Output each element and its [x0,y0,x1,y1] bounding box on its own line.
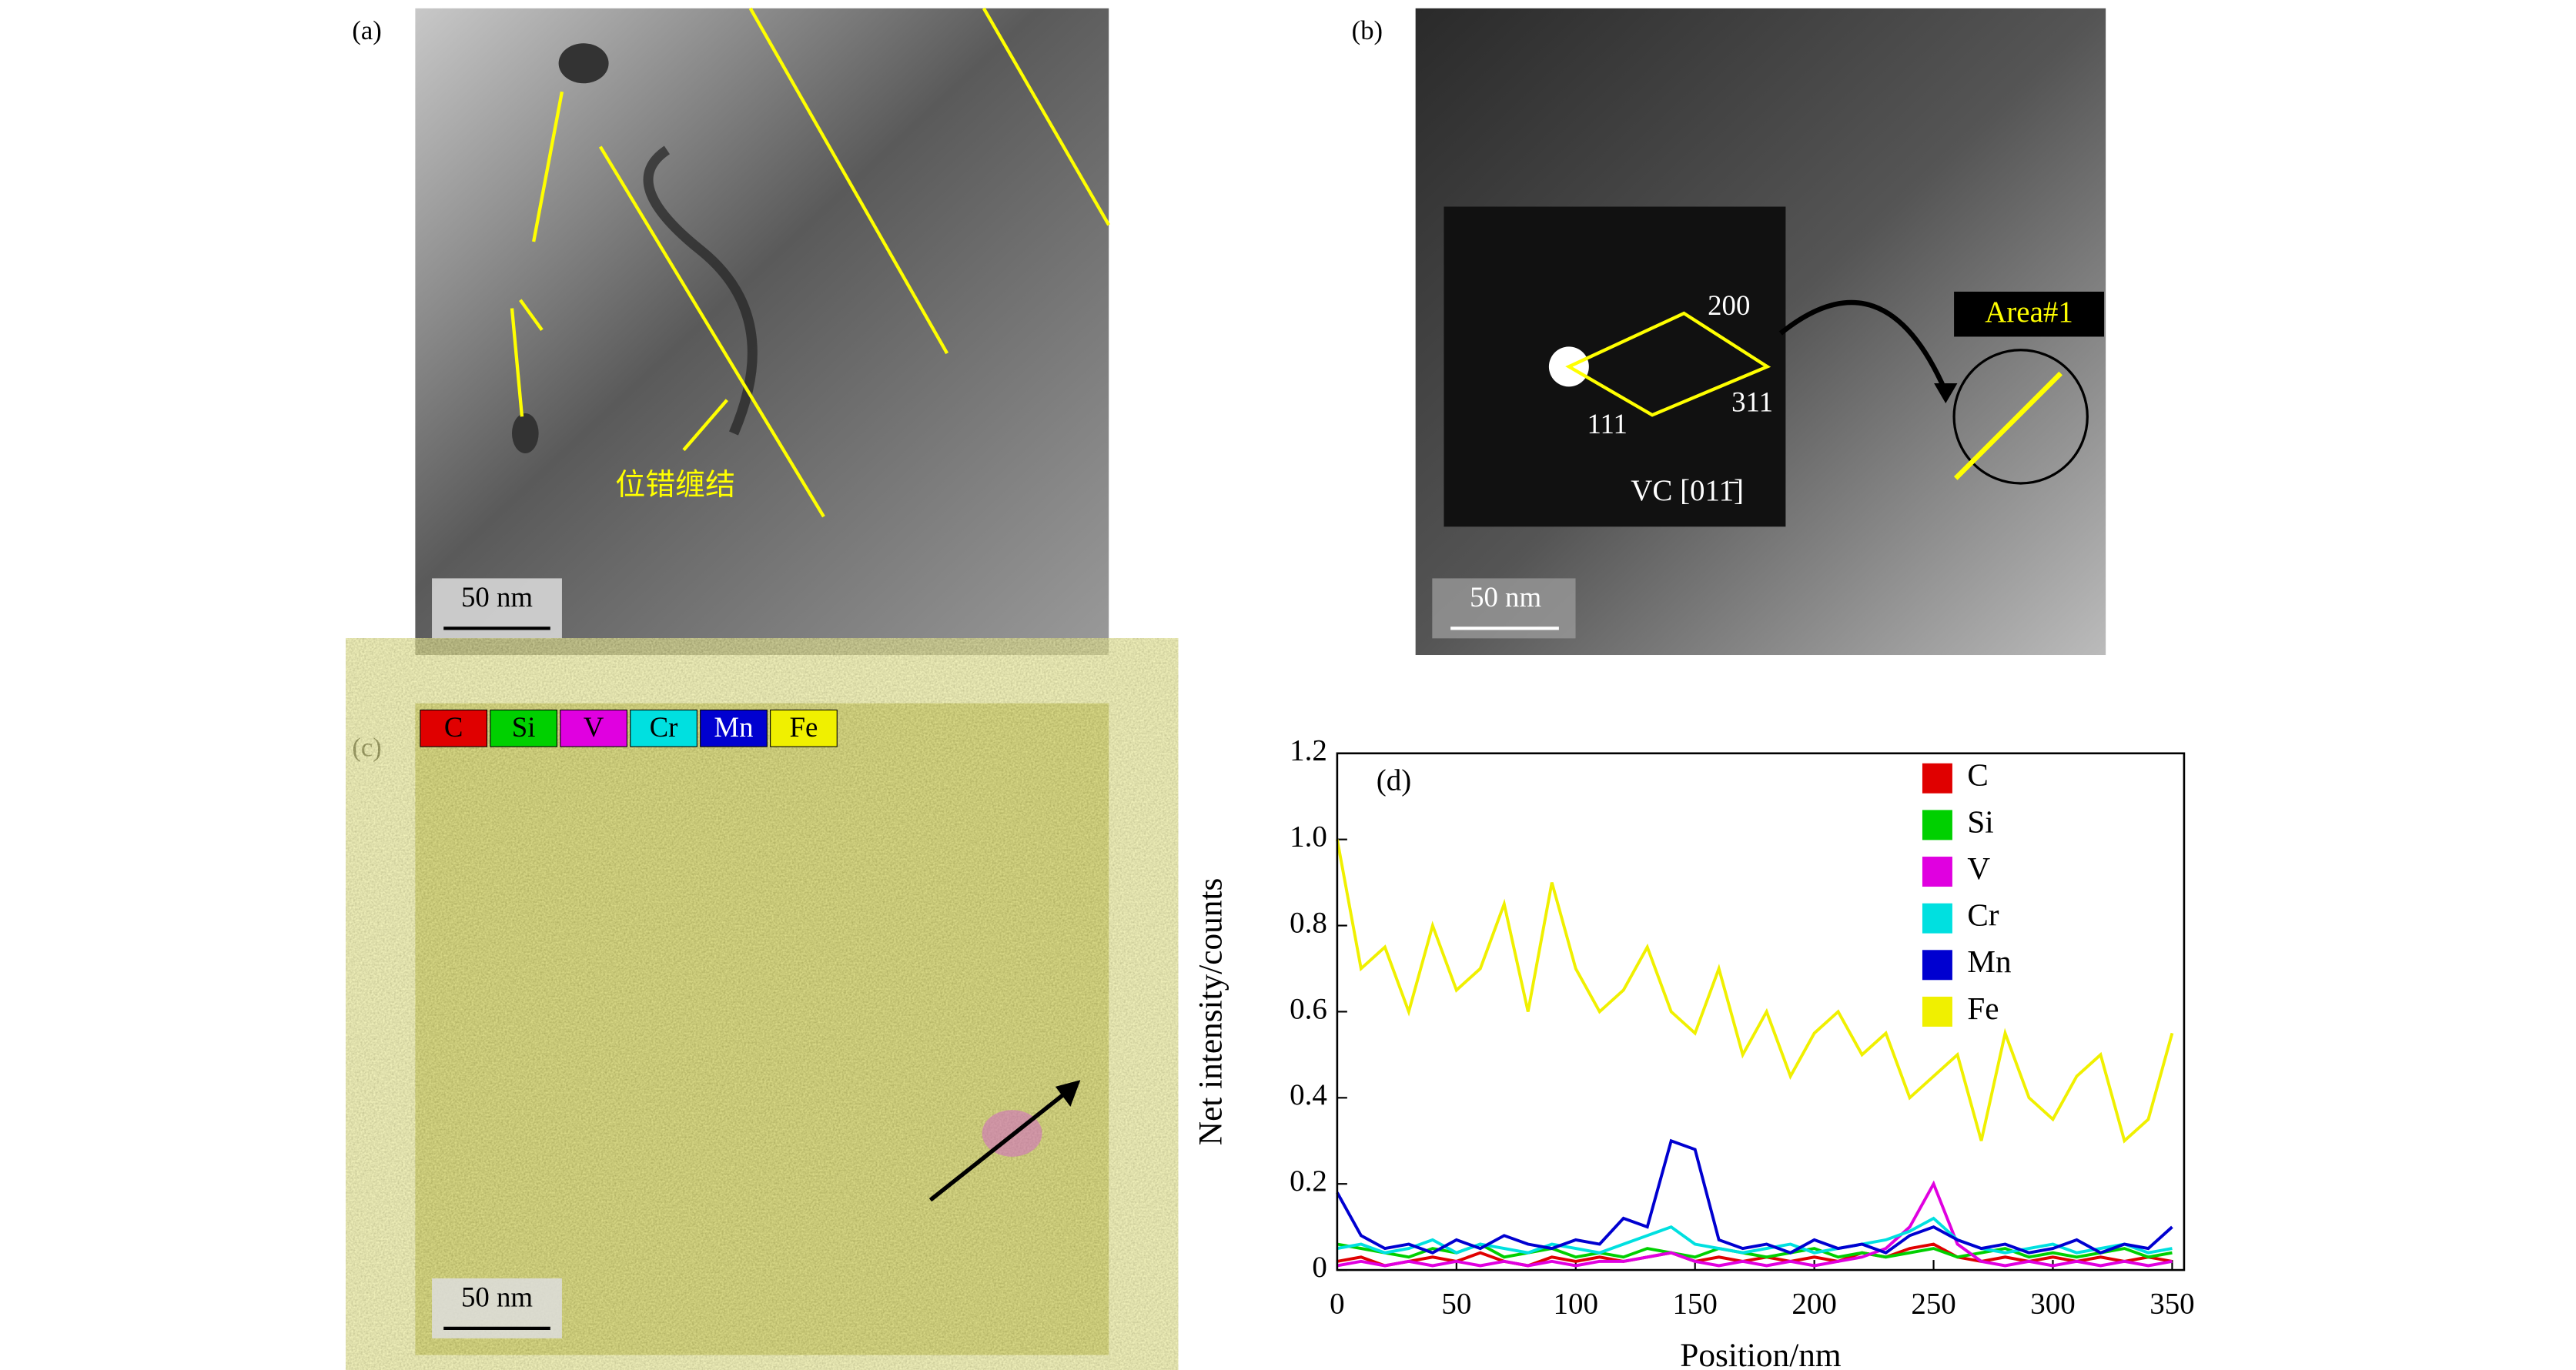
dislocation [643,145,758,436]
spot-label: 311 [1731,386,1773,418]
legend-label: Cr [1967,897,1999,933]
area-label-box [1954,291,2104,337]
area-circle [1952,349,2089,485]
y-axis-label: Net intensity/counts [1193,878,1229,1146]
legend-label: Mn [714,711,753,743]
panel-label: (c) [352,733,381,762]
guide-lines [510,7,1111,518]
legend-swatch [490,709,557,747]
line-chart: 0 0.2 0.4 0.6 1.0 0.8 1.2 0 50 100 150 200 250 300 350… [1193,734,2195,1370]
legend-label: Mn [1967,944,2011,979]
y-tick-label: 1.2 [1290,734,1327,767]
legend-label: Fe [790,711,818,743]
legend-swatch [700,709,768,747]
spot-label: 111 [1587,408,1627,439]
x-tick-label: 50 [1441,1288,1471,1321]
zone-axis: VC [011̄] [1631,474,1744,507]
legend-label: Si [512,711,536,743]
legend-swatch [1922,996,1952,1027]
tem-image [415,8,1109,656]
y-tick-label: 0.8 [1290,906,1327,939]
diffraction-inset [1444,206,1786,527]
scan-arrow [928,1090,1069,1202]
legend-swatch [420,709,488,747]
arrow [1778,299,1949,393]
legend-swatch [630,709,698,747]
legend-label: V [584,711,604,743]
y-tick-label: 0.6 [1290,992,1327,1025]
series-line [1336,1138,2173,1255]
scan-line [1953,371,2062,480]
scale-bar-label: 50 nm [1470,581,1541,613]
x-tick-label: 300 [2030,1288,2075,1321]
legend-label: C [1967,757,1988,793]
series-line [1337,1180,2173,1268]
legend-swatch [560,709,627,747]
arrowhead [1934,383,1958,404]
legend-swatch [770,709,838,747]
legend-swatch [1922,857,1952,887]
x-tick-label: 250 [1911,1288,1955,1321]
legend-swatch [1922,763,1952,794]
element-legend: C Si V Cr Mn Fe [420,709,838,747]
panel-label: (b) [1352,16,1383,45]
annotation: 位错缠结 [615,468,735,503]
y-tick-label: 0.4 [1290,1078,1327,1111]
y-tick-label: 1.0 [1290,820,1327,854]
legend-label: C [444,711,463,743]
area-label: Area#1 [1985,296,2073,329]
spot-label: 200 [1708,289,1750,321]
x-tick-label: 350 [2149,1288,2194,1321]
x-axis-label: Position/nm [1680,1337,1841,1370]
eds-map-texture [415,703,1109,1355]
particle [511,413,539,454]
legend-label: Cr [650,711,678,743]
legend-swatch [1922,810,1952,840]
x-tick-label: 150 [1672,1288,1717,1321]
x-tick-label: 200 [1791,1288,1836,1321]
x-tick-label: 100 [1554,1288,1598,1321]
scale-bar-label: 50 nm [461,1281,533,1313]
particle [558,43,609,84]
legend-swatch [1922,903,1952,934]
legend-label: V [1967,850,1990,886]
panel-label: (a) [352,16,381,45]
series-line [1335,839,2174,1144]
legend-label: Fe [1967,991,1999,1026]
plot-frame [1336,752,2186,1271]
x-tick-label: 0 [1330,1288,1344,1321]
legend-swatch [1922,950,1952,981]
scale-bar-label: 50 nm [461,581,533,613]
arrowhead [1055,1080,1081,1107]
legend-label: Si [1967,804,1993,839]
diffraction-cell [1565,311,1771,417]
panel-label: (d) [1377,764,1411,797]
y-tick-label: 0.2 [1290,1164,1327,1198]
y-tick-label: 0 [1312,1251,1326,1284]
